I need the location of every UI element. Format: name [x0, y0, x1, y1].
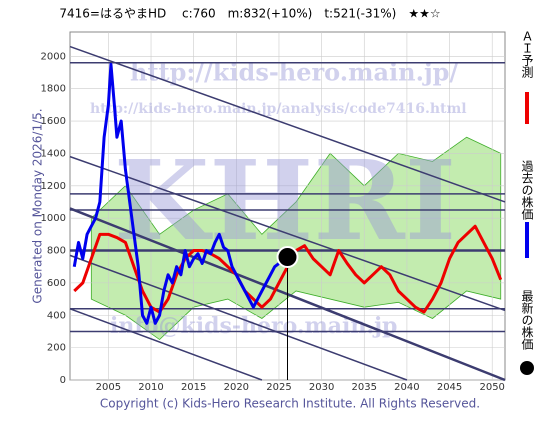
chart-title: 7416=はるやまHD c:760 m:832(+10%) t:521(-31%… [59, 7, 440, 21]
watermark: http://kids-hero.main.jp/ [130, 58, 458, 87]
legend-swatch [520, 361, 534, 375]
x-tick-label: 2040 [394, 382, 419, 393]
x-tick-label: 2010 [138, 382, 163, 393]
y-tick-label: 0 [60, 375, 66, 386]
y-tick-label: 1400 [41, 148, 66, 159]
x-tick-label: 2045 [437, 382, 462, 393]
trend-line [69, 155, 506, 312]
y-tick-label: 1200 [41, 181, 66, 192]
y-tick-label: 400 [47, 310, 66, 321]
watermark: http://kids-hero.main.jp/analysis/code74… [90, 101, 467, 117]
legend-swatch [525, 222, 529, 258]
y-tick-label: 1600 [41, 116, 66, 127]
watermark: KHRI [114, 136, 456, 265]
trend-line [69, 45, 506, 203]
x-tick-label: 2035 [352, 382, 377, 393]
legend-label: 最新の株価 [520, 290, 534, 350]
legend-label: 過去の株価 [520, 160, 534, 220]
latest-point [276, 245, 299, 268]
series-line [72, 62, 289, 325]
y-tick-label: 1800 [41, 84, 66, 95]
trend-line [69, 308, 263, 381]
x-tick-label: 2030 [309, 382, 334, 393]
x-tick-label: 2020 [224, 382, 249, 393]
x-tick-label: 2015 [181, 382, 206, 393]
copyright: Copyright (c) Kids-Hero Research Institu… [100, 397, 480, 411]
x-tick-label: 2025 [266, 382, 291, 393]
y-tick-label: 1000 [41, 213, 66, 224]
side-label: Generated on Monday 2026/1/5. [31, 108, 45, 303]
legend-swatch [525, 92, 529, 124]
legend-label: ＡＩ予測 [520, 30, 534, 79]
y-tick-label: 2000 [41, 51, 66, 62]
trend-line [69, 254, 408, 381]
y-tick-label: 800 [47, 246, 66, 257]
y-tick-label: 600 [47, 278, 66, 289]
y-tick-label: 200 [47, 343, 66, 354]
x-tick-label: 2050 [479, 382, 504, 393]
x-tick-label: 2005 [96, 382, 121, 393]
